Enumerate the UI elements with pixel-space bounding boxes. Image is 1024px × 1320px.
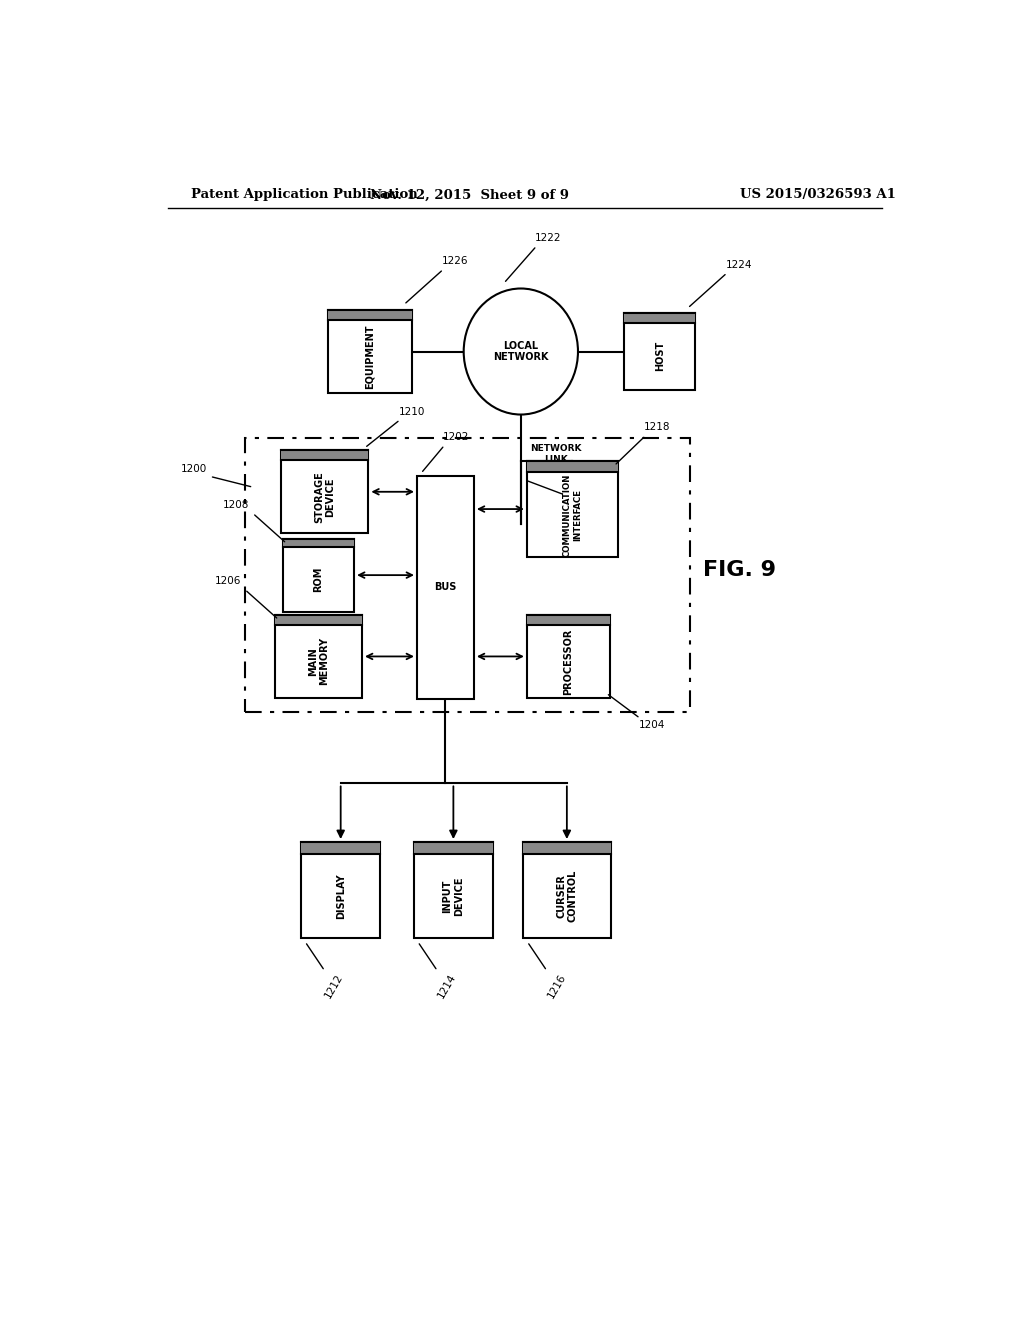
Text: 1220: 1220 xyxy=(563,498,589,508)
Text: 1226: 1226 xyxy=(442,256,468,267)
Text: US 2015/0326593 A1: US 2015/0326593 A1 xyxy=(740,189,896,202)
Bar xyxy=(526,615,610,624)
Bar xyxy=(282,450,369,461)
Text: PROCESSOR: PROCESSOR xyxy=(563,628,573,694)
Text: INPUT
DEVICE: INPUT DEVICE xyxy=(442,876,464,916)
Bar xyxy=(523,842,610,854)
Text: BUS: BUS xyxy=(434,582,457,593)
Text: 1202: 1202 xyxy=(443,432,469,442)
Text: 1212: 1212 xyxy=(324,972,345,1001)
Text: NETWORK
LINK: NETWORK LINK xyxy=(530,445,582,463)
Text: EQUIPMENT: EQUIPMENT xyxy=(365,325,375,389)
Bar xyxy=(283,539,354,611)
Text: 1214: 1214 xyxy=(436,972,458,1001)
Text: COMMUNICATION
INTERFACE: COMMUNICATION INTERFACE xyxy=(563,473,582,557)
Text: STORAGE
DEVICE: STORAGE DEVICE xyxy=(314,471,336,523)
Bar xyxy=(329,310,412,319)
Text: 1208: 1208 xyxy=(223,500,250,510)
Bar xyxy=(301,842,380,939)
Text: DISPLAY: DISPLAY xyxy=(336,874,346,919)
Bar xyxy=(414,842,493,854)
Bar xyxy=(283,539,354,548)
Text: 1224: 1224 xyxy=(726,260,752,269)
Bar xyxy=(526,461,618,473)
Bar xyxy=(417,475,474,700)
Text: 1200: 1200 xyxy=(181,463,207,474)
Text: Patent Application Publication: Patent Application Publication xyxy=(191,189,418,202)
Bar xyxy=(624,313,695,389)
Bar xyxy=(526,461,618,557)
Bar xyxy=(301,842,380,854)
Text: 1218: 1218 xyxy=(644,422,671,433)
Text: 1204: 1204 xyxy=(639,721,665,730)
Text: CURSER
CONTROL: CURSER CONTROL xyxy=(556,870,578,923)
Bar xyxy=(282,450,369,533)
Bar xyxy=(624,313,695,322)
Text: 1216: 1216 xyxy=(546,972,567,1001)
Text: 1222: 1222 xyxy=(536,232,561,243)
Bar xyxy=(414,842,493,939)
Ellipse shape xyxy=(464,289,578,414)
Text: ROM: ROM xyxy=(313,566,324,593)
Text: HOST: HOST xyxy=(654,341,665,371)
Text: 1210: 1210 xyxy=(398,407,425,417)
Bar xyxy=(274,615,362,624)
Text: LOCAL
NETWORK: LOCAL NETWORK xyxy=(494,341,549,362)
Bar xyxy=(329,310,412,393)
Bar xyxy=(274,615,362,698)
Bar xyxy=(523,842,610,939)
Bar xyxy=(246,438,690,713)
Text: Nov. 12, 2015  Sheet 9 of 9: Nov. 12, 2015 Sheet 9 of 9 xyxy=(370,189,568,202)
Text: 1206: 1206 xyxy=(215,577,242,586)
Text: FIG. 9: FIG. 9 xyxy=(702,560,775,579)
Text: MAIN
MEMORY: MAIN MEMORY xyxy=(307,638,330,685)
Bar xyxy=(526,615,610,698)
